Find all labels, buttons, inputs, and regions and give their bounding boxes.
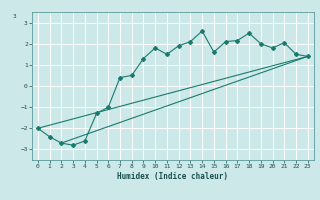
Text: 3: 3 [13, 14, 17, 19]
X-axis label: Humidex (Indice chaleur): Humidex (Indice chaleur) [117, 172, 228, 181]
